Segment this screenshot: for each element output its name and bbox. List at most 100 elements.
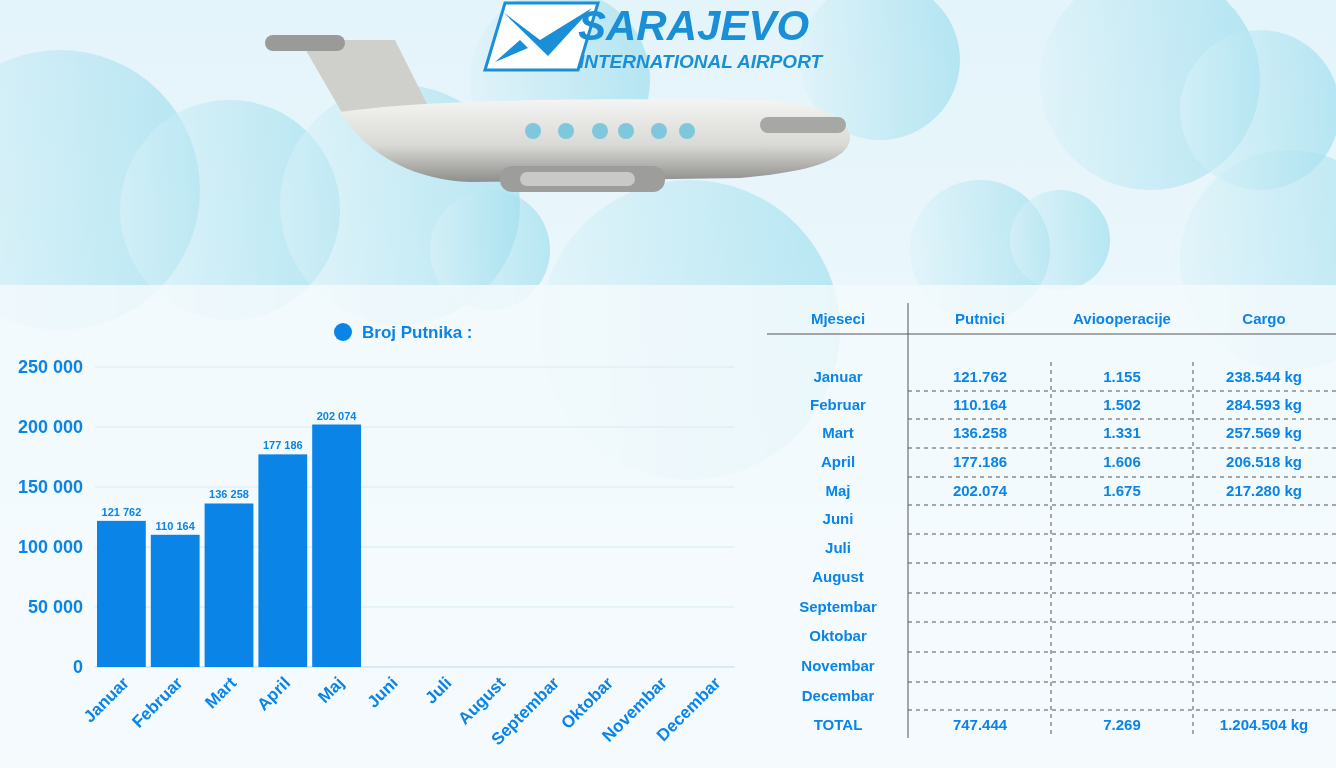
table-cell: 136.258	[953, 424, 1007, 441]
table-rule	[908, 419, 1336, 420]
table-rule	[908, 622, 1336, 623]
page: {"header": {"title": "SARAJEVO", "subtit…	[0, 0, 1336, 768]
table-cell: 206.518 kg	[1226, 453, 1302, 470]
bar	[312, 425, 361, 667]
plane-window	[525, 123, 541, 139]
canvas: SARAJEVOINTERNATIONAL AIRPORT Broj Putnik…	[0, 0, 1336, 768]
plane-window	[618, 123, 634, 139]
plane-stabilizer	[265, 35, 345, 51]
plane-cockpit	[760, 117, 846, 133]
table-header: Mjeseci	[811, 310, 865, 327]
table: Mjeseci Putnici Aviooperacije Cargo Januar 12…	[767, 303, 1336, 738]
table-cell: 1.331	[1103, 424, 1141, 441]
plane-window	[679, 123, 695, 139]
table-rule	[908, 477, 1336, 478]
table-cell: 1.606	[1103, 453, 1141, 470]
x-tick-label: April	[253, 673, 294, 714]
data-label: 110 164	[156, 520, 196, 532]
x-tick-label: Decembar	[653, 673, 725, 745]
table-header: Aviooperacije	[1073, 310, 1171, 327]
table-rule	[908, 505, 1336, 506]
table-rule	[1051, 362, 1052, 738]
logo-title: SARAJEVO	[578, 2, 809, 49]
x-tick-label: Juni	[364, 673, 402, 711]
table-cell: 1.155	[1103, 368, 1141, 385]
y-tick-label: 150 000	[18, 477, 83, 497]
plane-engine	[500, 166, 665, 192]
table-row-label: Decembar	[802, 687, 875, 704]
plane-engine-inner	[520, 172, 635, 186]
bar	[97, 521, 146, 667]
bar	[258, 454, 307, 667]
table-rule	[908, 391, 1336, 392]
table-cell: 238.544 kg	[1226, 368, 1302, 385]
table-rule	[908, 563, 1336, 564]
table-row-label: August	[812, 568, 864, 585]
legend-marker	[334, 323, 352, 341]
bar	[205, 503, 254, 667]
table-rule	[908, 710, 1336, 711]
table-cell: 202.074	[953, 482, 1008, 499]
logo-subtitle: INTERNATIONAL AIRPORT	[579, 51, 824, 72]
plane-window	[592, 123, 608, 139]
x-tick-label: Februar	[128, 673, 186, 731]
table-row-label: Mart	[822, 424, 854, 441]
grid-line	[95, 367, 735, 368]
grid-line	[95, 487, 735, 488]
table-cell: 110.164	[953, 396, 1007, 413]
data-label: 136 258	[209, 488, 249, 500]
table-row-label: Juni	[823, 510, 854, 527]
y-tick-label: 250 000	[18, 357, 83, 377]
bars	[97, 425, 361, 667]
y-tick-label: 100 000	[18, 537, 83, 557]
x-tick-label: Maj	[314, 673, 347, 706]
cloud	[1010, 190, 1110, 290]
data-label: 202 074	[317, 410, 358, 422]
table-header: Cargo	[1242, 310, 1285, 327]
table-rule	[908, 534, 1336, 535]
table-cell: 1.675	[1103, 482, 1141, 499]
table-row-label: Novembar	[801, 657, 875, 674]
table-rule	[908, 682, 1336, 683]
table-rule	[908, 652, 1336, 653]
grid-line	[95, 427, 735, 428]
plane-window	[651, 123, 667, 139]
ground-wash	[0, 285, 1336, 768]
table-rule	[908, 593, 1336, 594]
plane-window	[558, 123, 574, 139]
table-row-label: Septembar	[799, 598, 877, 615]
table-row-label: Juli	[825, 539, 851, 556]
table-cell: 177.186	[953, 453, 1007, 470]
table-total-cell: 747.444	[953, 716, 1008, 733]
table-row-label: Maj	[825, 482, 850, 499]
table-rule	[908, 303, 909, 738]
table-rule	[1193, 362, 1194, 738]
table-cell: 257.569 kg	[1226, 424, 1302, 441]
logo: SARAJEVOINTERNATIONAL AIRPORT	[485, 2, 824, 72]
table-row-label: Januar	[813, 368, 862, 385]
y-tick-label: 0	[73, 657, 83, 677]
table-rule	[767, 334, 1336, 335]
table-row-label: Oktobar	[809, 627, 867, 644]
table-cell: 284.593 kg	[1226, 396, 1302, 413]
bar	[151, 535, 200, 667]
chart-title: Broj Putnika :	[362, 323, 473, 342]
table-total-cell: 1.204.504 kg	[1220, 716, 1308, 733]
table-cell: 121.762	[953, 368, 1007, 385]
x-tick-label: Mart	[202, 673, 241, 712]
x-tick-label: Januar	[80, 673, 133, 726]
table-row-label: April	[821, 453, 855, 470]
y-tick-label: 200 000	[18, 417, 83, 437]
table-row-label: Februar	[810, 396, 866, 413]
table-rule	[908, 448, 1336, 449]
table-header: Putnici	[955, 310, 1005, 327]
table-total-label: TOTAL	[814, 716, 863, 733]
bar-chart: Broj Putnika :050 000100 000150 000200 0…	[18, 323, 735, 749]
x-tick-label: Juli	[421, 673, 455, 707]
data-label: 121 762	[102, 506, 142, 518]
table-cell: 217.280 kg	[1226, 482, 1302, 499]
logo-mark	[495, 40, 528, 62]
x-tick-label: August	[454, 673, 509, 728]
table-cell: 1.502	[1103, 396, 1141, 413]
data-label: 177 186	[263, 439, 303, 451]
